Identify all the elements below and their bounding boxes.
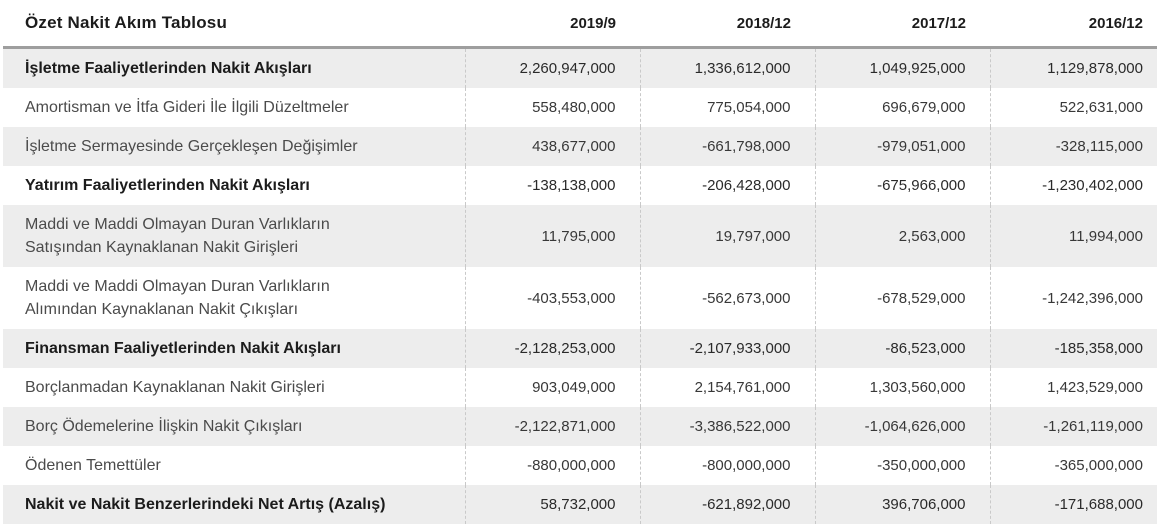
row-label: Maddi ve Maddi Olmayan Duran Varlıkların… bbox=[25, 278, 330, 318]
column-header-period-4: 2016/12 bbox=[990, 0, 1157, 49]
table-title: Özet Nakit Akım Tablosu bbox=[3, 0, 465, 49]
table-row: Nakit ve Nakit Benzerlerindeki Net Artış… bbox=[3, 485, 1157, 524]
row-value: -86,523,000 bbox=[814, 329, 990, 368]
table-row: Amortisman ve İtfa Gideri İle İlgili Düz… bbox=[3, 88, 1157, 127]
row-label: Borçlanmadan Kaynaklanan Nakit Girişleri bbox=[25, 379, 325, 396]
row-value: -678,529,000 bbox=[814, 267, 990, 329]
row-value: 1,303,560,000 bbox=[814, 368, 990, 407]
row-value: 558,480,000 bbox=[464, 88, 640, 127]
row-value: -621,892,000 bbox=[639, 485, 815, 524]
table-row: Maddi ve Maddi Olmayan Duran Varlıkların… bbox=[3, 205, 1157, 267]
row-value: 696,679,000 bbox=[814, 88, 990, 127]
row-value: -171,688,000 bbox=[989, 485, 1157, 524]
row-value: 1,129,878,000 bbox=[989, 47, 1157, 88]
row-label: İşletme Faaliyetlerinden Nakit Akışları bbox=[25, 60, 312, 77]
column-header-period-3: 2017/12 bbox=[815, 0, 990, 49]
table-row: İşletme Faaliyetlerinden Nakit Akışları 2… bbox=[3, 47, 1157, 88]
row-label: Borç Ödemelerine İlişkin Nakit Çıkışları bbox=[25, 418, 303, 435]
row-value: 438,677,000 bbox=[464, 127, 640, 166]
row-value: -1,261,119,000 bbox=[989, 407, 1157, 446]
row-value: 11,994,000 bbox=[989, 205, 1157, 267]
row-value: 1,336,612,000 bbox=[639, 47, 815, 88]
row-value: 19,797,000 bbox=[639, 205, 815, 267]
row-value: -206,428,000 bbox=[639, 166, 815, 205]
table-row: Ödenen Temettüler -880,000,000 -800,000,00… bbox=[3, 446, 1157, 485]
row-value: -185,358,000 bbox=[989, 329, 1157, 368]
row-label: Nakit ve Nakit Benzerlerindeki Net Artış… bbox=[25, 496, 386, 513]
row-label: Yatırım Faaliyetlerinden Nakit Akışları bbox=[25, 177, 310, 194]
row-label: Amortisman ve İtfa Gideri İle İlgili Düz… bbox=[25, 99, 349, 116]
row-value: 522,631,000 bbox=[989, 88, 1157, 127]
row-value: -3,386,522,000 bbox=[639, 407, 815, 446]
row-value: -880,000,000 bbox=[464, 446, 640, 485]
table-row: Finansman Faaliyetlerinden Nakit Akışlar… bbox=[3, 329, 1157, 368]
row-value: 2,563,000 bbox=[814, 205, 990, 267]
row-value: 2,154,761,000 bbox=[639, 368, 815, 407]
row-value: -979,051,000 bbox=[814, 127, 990, 166]
row-value: -2,128,253,000 bbox=[464, 329, 640, 368]
row-value: -403,553,000 bbox=[464, 267, 640, 329]
column-header-period-1: 2019/9 bbox=[465, 0, 640, 49]
column-header-period-2: 2018/12 bbox=[640, 0, 815, 49]
row-label: Finansman Faaliyetlerinden Nakit Akışlar… bbox=[25, 340, 341, 357]
table-row: Yatırım Faaliyetlerinden Nakit Akışları -… bbox=[3, 166, 1157, 205]
row-value: -2,122,871,000 bbox=[464, 407, 640, 446]
table-row: Borçlanmadan Kaynaklanan Nakit Girişleri… bbox=[3, 368, 1157, 407]
row-value: -800,000,000 bbox=[639, 446, 815, 485]
row-value: -2,107,933,000 bbox=[639, 329, 815, 368]
row-value: -661,798,000 bbox=[639, 127, 815, 166]
row-value: -1,230,402,000 bbox=[989, 166, 1157, 205]
row-value: -138,138,000 bbox=[464, 166, 640, 205]
row-label: Maddi ve Maddi Olmayan Duran Varlıkların… bbox=[25, 216, 330, 256]
row-value: -350,000,000 bbox=[814, 446, 990, 485]
row-label: Ödenen Temettüler bbox=[25, 457, 161, 474]
row-value: 1,049,925,000 bbox=[814, 47, 990, 88]
row-value: 2,260,947,000 bbox=[464, 47, 640, 88]
table-row: İşletme Sermayesinde Gerçekleşen Değişim… bbox=[3, 127, 1157, 166]
row-value: -562,673,000 bbox=[639, 267, 815, 329]
row-value: 775,054,000 bbox=[639, 88, 815, 127]
table-row: Maddi ve Maddi Olmayan Duran Varlıkların… bbox=[3, 267, 1157, 329]
cash-flow-table: Özet Nakit Akım Tablosu 2019/9 2018/12 2… bbox=[3, 0, 1157, 524]
row-value: 396,706,000 bbox=[814, 485, 990, 524]
row-value: 1,423,529,000 bbox=[989, 368, 1157, 407]
row-value: -328,115,000 bbox=[989, 127, 1157, 166]
row-value: -1,064,626,000 bbox=[814, 407, 990, 446]
row-value: 903,049,000 bbox=[464, 368, 640, 407]
row-label: İşletme Sermayesinde Gerçekleşen Değişim… bbox=[25, 138, 358, 155]
table-row: Borç Ödemelerine İlişkin Nakit Çıkışları… bbox=[3, 407, 1157, 446]
row-value: 11,795,000 bbox=[464, 205, 640, 267]
row-value: -675,966,000 bbox=[814, 166, 990, 205]
row-value: 58,732,000 bbox=[464, 485, 640, 524]
row-value: -1,242,396,000 bbox=[989, 267, 1157, 329]
row-value: -365,000,000 bbox=[989, 446, 1157, 485]
table-header-row: Özet Nakit Akım Tablosu 2019/9 2018/12 2… bbox=[3, 0, 1157, 49]
